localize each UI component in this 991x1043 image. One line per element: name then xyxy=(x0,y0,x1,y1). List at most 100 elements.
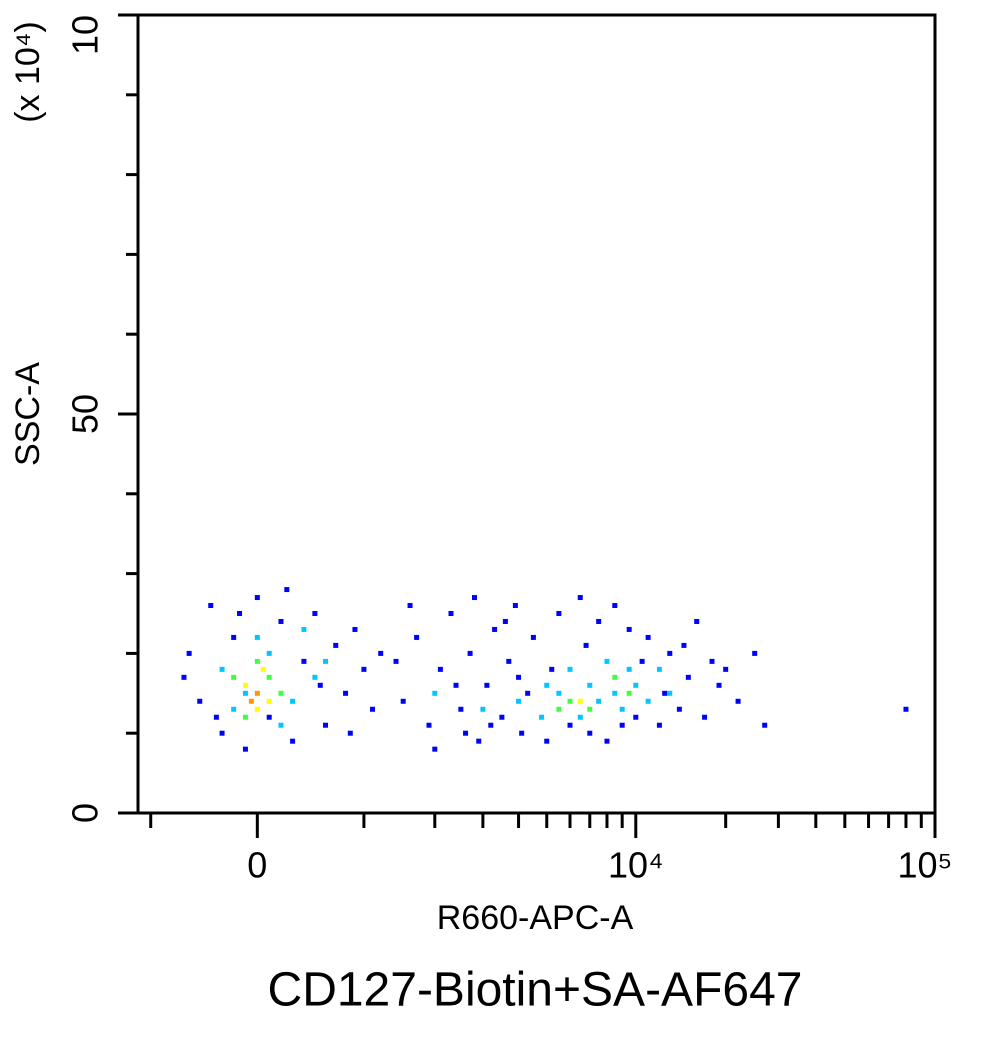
point xyxy=(583,642,589,648)
point xyxy=(716,682,722,688)
point xyxy=(587,730,593,736)
point xyxy=(278,722,284,728)
point xyxy=(323,658,329,664)
point xyxy=(343,690,349,696)
point xyxy=(577,595,583,601)
point xyxy=(530,634,536,640)
point xyxy=(762,722,768,728)
point xyxy=(662,690,668,696)
point xyxy=(604,658,610,664)
point xyxy=(407,603,413,609)
x-axis-label: R660-APC-A xyxy=(437,899,634,937)
point xyxy=(219,730,225,736)
point xyxy=(567,698,573,704)
point xyxy=(544,738,550,744)
y-tick-label: 50 xyxy=(65,394,106,434)
point xyxy=(197,698,203,704)
point xyxy=(254,706,260,712)
point xyxy=(735,698,741,704)
point xyxy=(370,706,376,712)
point xyxy=(290,698,296,704)
point xyxy=(567,666,573,672)
point xyxy=(278,618,284,624)
point xyxy=(352,626,358,632)
point xyxy=(702,714,708,720)
point xyxy=(656,722,662,728)
point xyxy=(312,611,318,616)
point xyxy=(903,706,909,712)
point xyxy=(709,658,715,664)
point xyxy=(378,650,384,656)
point xyxy=(587,706,593,712)
point xyxy=(612,690,618,696)
point xyxy=(612,674,618,680)
point xyxy=(266,714,272,720)
point xyxy=(596,618,602,624)
point xyxy=(237,611,243,616)
point xyxy=(506,658,512,664)
point xyxy=(242,682,248,688)
point xyxy=(480,706,486,712)
point xyxy=(312,674,318,680)
point xyxy=(432,690,438,696)
point xyxy=(437,666,443,672)
point xyxy=(639,658,645,664)
point xyxy=(488,722,494,728)
point xyxy=(556,706,562,712)
point xyxy=(512,603,518,609)
point xyxy=(556,611,562,616)
x-tick-label: 10⁵ xyxy=(898,845,953,886)
point xyxy=(266,650,272,656)
point xyxy=(254,658,260,664)
point xyxy=(656,666,662,672)
point xyxy=(347,730,353,736)
point xyxy=(619,722,625,728)
point xyxy=(219,666,225,672)
point xyxy=(254,634,260,640)
point xyxy=(476,738,482,744)
point xyxy=(213,714,219,720)
point xyxy=(290,738,296,744)
point xyxy=(248,698,254,704)
point xyxy=(231,706,237,712)
point xyxy=(626,690,632,696)
point xyxy=(432,746,438,752)
point xyxy=(499,714,505,720)
point xyxy=(393,658,399,664)
point xyxy=(752,650,758,656)
point xyxy=(186,650,192,656)
point xyxy=(266,674,272,680)
point xyxy=(492,626,498,632)
point xyxy=(626,626,632,632)
point xyxy=(463,730,469,736)
point xyxy=(242,746,248,752)
point xyxy=(723,666,729,672)
point xyxy=(676,706,682,712)
point xyxy=(645,634,651,640)
point xyxy=(626,666,632,672)
point xyxy=(414,634,420,640)
point xyxy=(516,698,522,704)
point xyxy=(667,650,673,656)
point xyxy=(231,634,237,640)
point xyxy=(323,722,329,728)
point xyxy=(619,706,625,712)
point xyxy=(516,674,522,680)
point xyxy=(242,690,248,696)
point xyxy=(426,722,432,728)
point xyxy=(587,682,593,688)
point xyxy=(301,658,307,664)
point xyxy=(208,603,214,609)
point xyxy=(484,682,490,688)
point xyxy=(254,690,260,696)
point xyxy=(645,698,651,704)
point xyxy=(266,698,272,704)
point xyxy=(577,698,583,704)
point xyxy=(301,626,307,632)
point xyxy=(502,618,508,624)
point xyxy=(181,674,187,680)
point xyxy=(333,642,339,648)
y-axis-unit: (x 10⁴) xyxy=(9,21,47,123)
point xyxy=(567,722,573,728)
